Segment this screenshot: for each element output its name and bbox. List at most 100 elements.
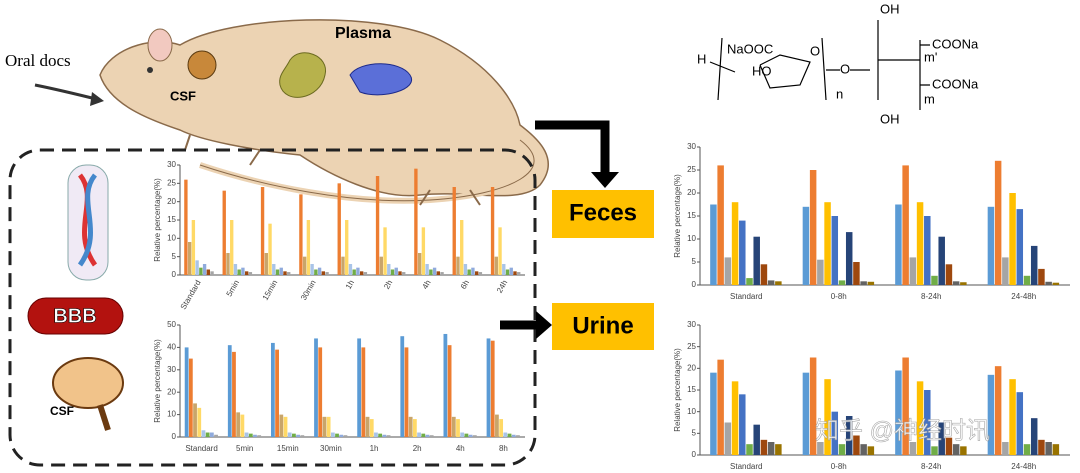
rat-tail-outline xyxy=(199,139,535,202)
bar xyxy=(359,271,364,275)
y-tick-label: 30 xyxy=(167,160,176,169)
brain-stem xyxy=(97,404,111,431)
bar xyxy=(507,433,512,437)
bar xyxy=(1009,379,1016,455)
bar xyxy=(400,336,405,437)
bar xyxy=(1009,193,1016,285)
bar xyxy=(325,272,329,275)
feces-arrow-head xyxy=(591,172,619,188)
y-tick-label: 10 xyxy=(167,233,176,242)
bar xyxy=(257,435,262,437)
bar xyxy=(767,442,775,455)
bar xyxy=(1038,439,1045,455)
rat-legs xyxy=(184,134,481,206)
bar xyxy=(902,165,909,285)
bar xyxy=(436,271,441,275)
bar xyxy=(379,256,383,275)
bar xyxy=(824,379,831,455)
x-tick-label: 5min xyxy=(225,279,241,299)
bar xyxy=(187,242,192,275)
bar xyxy=(931,275,938,285)
bar xyxy=(365,416,370,437)
bar xyxy=(987,206,995,285)
chem-text: HO xyxy=(752,63,772,78)
bar xyxy=(1023,275,1031,285)
bar xyxy=(895,204,902,285)
bar xyxy=(802,206,810,285)
x-tick-label: 15min xyxy=(261,279,280,302)
bar xyxy=(375,176,380,275)
bbb-pill xyxy=(27,297,124,335)
bar xyxy=(860,444,867,455)
bar xyxy=(322,416,327,437)
bar xyxy=(348,264,353,275)
bar xyxy=(809,357,817,455)
bar xyxy=(451,416,456,437)
x-tick-label: Standard xyxy=(730,292,762,301)
chem-text: OH xyxy=(880,111,900,126)
bar xyxy=(374,432,378,437)
bar xyxy=(845,232,853,285)
bar xyxy=(767,280,775,285)
plasma-label: Plasma xyxy=(335,25,391,42)
bar xyxy=(314,338,318,437)
stomach xyxy=(279,52,326,98)
bar xyxy=(414,168,418,275)
y-tick-label: 10 xyxy=(687,407,696,416)
bar xyxy=(310,264,314,275)
x-tick-label: 4h xyxy=(420,279,432,291)
bar xyxy=(390,269,395,275)
bar xyxy=(916,202,924,285)
dashed-frame xyxy=(8,148,537,467)
bar xyxy=(421,433,426,437)
chem-text: n xyxy=(836,86,843,101)
oral-arrow xyxy=(34,83,101,102)
rat-eye xyxy=(147,67,153,73)
bar xyxy=(505,269,510,275)
bar xyxy=(237,269,241,275)
bar xyxy=(824,202,831,285)
bar xyxy=(321,271,326,275)
y-tick-label: 15 xyxy=(167,215,176,224)
bar xyxy=(260,187,265,275)
bar xyxy=(248,272,253,275)
bar xyxy=(227,345,232,437)
bbb-label: BBB xyxy=(53,305,96,327)
vessel-red xyxy=(77,173,98,267)
bar xyxy=(831,411,839,455)
bar xyxy=(272,264,276,275)
bar xyxy=(202,264,207,275)
bar xyxy=(467,269,471,275)
bar xyxy=(296,434,301,437)
bar xyxy=(516,435,520,437)
bar xyxy=(838,444,846,455)
bar xyxy=(960,282,967,285)
bar xyxy=(432,267,437,275)
urine-arrow-head xyxy=(536,311,552,339)
bar xyxy=(184,179,188,275)
bar xyxy=(471,267,475,275)
bar xyxy=(753,424,760,455)
bar xyxy=(509,267,513,275)
bar xyxy=(279,267,283,275)
y-tick-label: 0 xyxy=(172,432,177,441)
bar xyxy=(502,264,506,275)
bar xyxy=(421,227,426,275)
bar xyxy=(495,414,499,437)
bar xyxy=(1016,392,1024,455)
bar xyxy=(233,264,238,275)
bar xyxy=(214,434,218,437)
bar xyxy=(268,223,272,275)
bar xyxy=(440,272,444,275)
bar xyxy=(210,271,214,275)
y-tick-label: 40 xyxy=(167,343,176,352)
bar xyxy=(938,236,945,285)
bar xyxy=(429,269,433,275)
bar xyxy=(994,160,1002,285)
urine-box xyxy=(552,303,654,350)
bar xyxy=(490,340,495,437)
bar xyxy=(193,403,197,437)
bar xyxy=(1016,209,1024,285)
bar xyxy=(817,259,824,285)
structure: H NaOOC HO O n OH m' COONa m COONa OH O xyxy=(697,1,979,126)
